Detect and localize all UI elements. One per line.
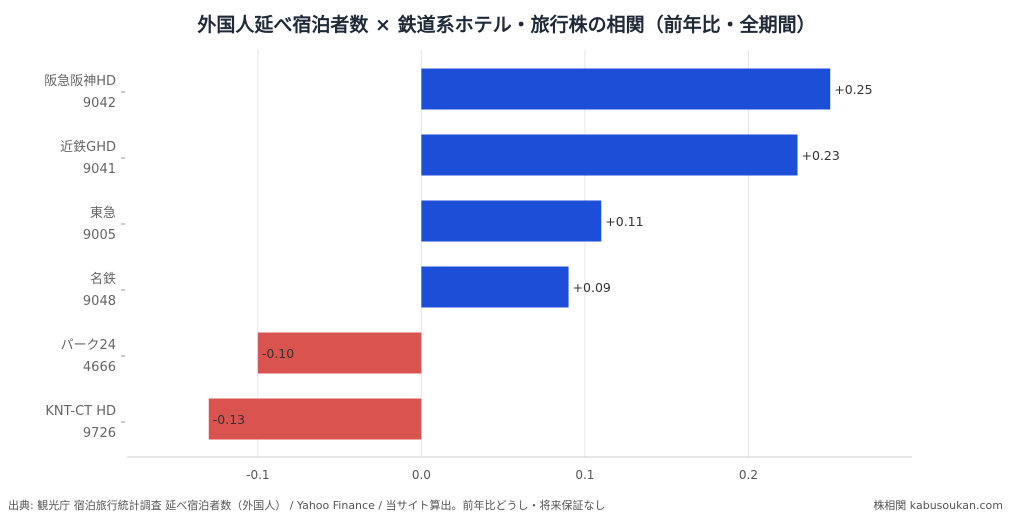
data-label: -0.13 xyxy=(213,412,245,427)
bar xyxy=(421,68,831,110)
y-tick-label-name: パーク24 xyxy=(60,338,116,353)
chart-title: 外国人延べ宿泊者数 × 鉄道系ホテル・旅行株の相関（前年比・全期間） xyxy=(197,14,816,36)
data-label: +0.09 xyxy=(573,280,611,295)
y-tick-label-name: KNT-CT HD xyxy=(45,404,116,419)
y-tick-label-code: 9041 xyxy=(83,162,116,177)
y-tick-label-code: 4666 xyxy=(83,360,116,375)
bar xyxy=(421,200,602,242)
bar xyxy=(257,332,422,374)
site-credit: 株相関 kabusoukan.com xyxy=(873,499,1003,512)
x-tick-label: -0.1 xyxy=(246,468,269,482)
y-tick-label-code: 9042 xyxy=(83,96,116,111)
data-label: +0.23 xyxy=(802,148,840,163)
y-tick-label-name: 東急 xyxy=(90,205,116,221)
y-tick-label-code: 9726 xyxy=(83,426,116,441)
data-label: +0.11 xyxy=(605,214,643,229)
bar xyxy=(421,266,569,308)
data-label: -0.10 xyxy=(262,346,294,361)
bar xyxy=(421,134,798,176)
x-tick-label: 0.1 xyxy=(575,468,594,482)
y-tick-label-name: 阪急阪神HD xyxy=(44,74,116,89)
y-tick-label-code: 9048 xyxy=(83,294,116,309)
data-label: +0.25 xyxy=(834,82,872,97)
y-tick-label-code: 9005 xyxy=(83,228,116,243)
bar xyxy=(208,398,422,440)
x-tick-label: 0.0 xyxy=(412,468,431,482)
source-note: 出典: 観光庁 宿泊旅行統計調査 延べ宿泊者数（外国人） / Yahoo Fin… xyxy=(8,499,606,512)
x-tick-label: 0.2 xyxy=(739,468,758,482)
y-tick-label-name: 近鉄GHD xyxy=(60,140,116,155)
bar-chart: -0.1 0.0 0.1 0.2 +0.25 阪急阪神HD 9042 +0.23 近鉄GHD 90… xyxy=(44,50,912,482)
y-tick-label-name: 名鉄 xyxy=(90,271,116,287)
